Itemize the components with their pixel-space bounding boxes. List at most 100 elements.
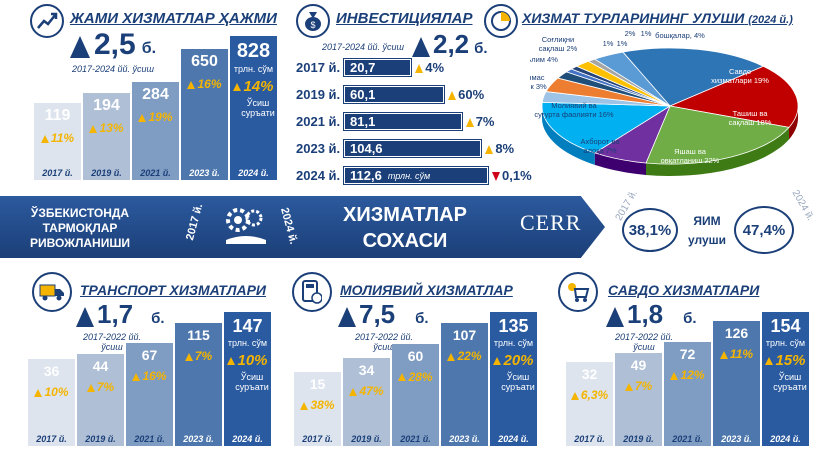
bar-value: 32 bbox=[581, 366, 598, 383]
bar-value: 107 bbox=[452, 326, 477, 343]
bar-unit: трлн. сўм bbox=[233, 64, 274, 74]
chart-growth-icon bbox=[30, 4, 64, 38]
bar-value: 650 bbox=[191, 53, 218, 71]
growth-label: Ўсиш суръати bbox=[241, 98, 275, 118]
bar-value: 194 bbox=[93, 96, 120, 114]
bar-transport-3: 115 7% 2023 й. bbox=[175, 323, 222, 446]
pie-slice bbox=[668, 65, 799, 128]
bar-year: 2023 й. bbox=[183, 434, 214, 444]
bar-growth: 19% bbox=[132, 110, 179, 124]
bar-year: 2024 й. bbox=[770, 434, 801, 444]
bar-value: 284 bbox=[142, 86, 169, 104]
bar-finance-0: 15 38% 2017 й. bbox=[294, 372, 341, 446]
growth-arrow-icon bbox=[34, 388, 43, 397]
bar-value: 115 bbox=[187, 327, 210, 344]
money-bag-icon: $ bbox=[296, 4, 330, 38]
invest-year: 2019 й. bbox=[296, 87, 341, 102]
growth-arrow-icon bbox=[765, 357, 774, 366]
invest-year: 2017 й. bbox=[296, 60, 341, 75]
invest-row: 2024 й. 112,6 трлн. сўм 0,1% bbox=[296, 166, 532, 185]
bar-value: 154 bbox=[770, 316, 801, 336]
growth-arrow-icon bbox=[624, 382, 633, 391]
bar-trade-1: 49 7% 2019 й. bbox=[615, 352, 662, 446]
bar-value: 15 bbox=[309, 376, 326, 393]
cart-icon bbox=[558, 272, 598, 312]
invest-row: 2017 й. 20,7 4% bbox=[296, 58, 444, 77]
bar-growth: 47% bbox=[343, 384, 390, 398]
pie-slice bbox=[541, 101, 672, 154]
pie-icon bbox=[484, 4, 518, 38]
bar-growth: 22% bbox=[441, 349, 488, 363]
bar-unit: трлн. сўм bbox=[493, 338, 534, 348]
arrow-up-icon bbox=[412, 37, 430, 57]
growth-arrow-icon bbox=[719, 351, 728, 360]
bar-year: 2023 й. bbox=[189, 168, 220, 178]
growth-arrow-icon bbox=[89, 124, 98, 133]
pie-label: 2% bbox=[625, 29, 636, 38]
transport-period: 2017-2022 йй. ўсиш bbox=[82, 332, 142, 352]
bar-year: 2017 й. bbox=[574, 434, 605, 444]
bar-value: 49 bbox=[630, 356, 647, 373]
bar-growth: 11% bbox=[34, 131, 81, 145]
growth-arrow-icon bbox=[493, 357, 502, 366]
bar-total-4: 828 трлн. сўм 14% Ўсиш суръати 2024 й. bbox=[230, 36, 277, 180]
arrow-up-icon bbox=[76, 307, 94, 327]
banner-center-2: СОХАСИ bbox=[362, 230, 448, 252]
trade-title: САВДО ХИЗМАТЛАРИ bbox=[608, 282, 760, 298]
invest-bar: 104,6 bbox=[344, 140, 482, 157]
pie-label: Соғлиқни сақлаш 2% bbox=[539, 35, 578, 53]
growth-label: Ўсиш суръати bbox=[235, 372, 269, 392]
gdp-label-2: улуши bbox=[687, 233, 727, 247]
finance-title: МОЛИЯВИЙ ХИЗМАТЛАР bbox=[340, 282, 513, 298]
growth-arrow-icon bbox=[86, 384, 95, 393]
bar-transport-1: 44 7% 2019 й. bbox=[77, 354, 124, 446]
arrow-down-icon bbox=[492, 172, 500, 182]
arrow-up-icon bbox=[338, 307, 356, 327]
finance-period: 2017-2022 йй. ўсиш bbox=[354, 332, 414, 352]
bar-growth: 10% bbox=[224, 352, 271, 369]
bar-transport-4: 147 трлн. сўм 10% Ўсиш суръати 2024 й. bbox=[224, 312, 271, 446]
bar-total-0: 119 11% 2017 й. bbox=[34, 103, 81, 180]
growth-arrow-icon bbox=[40, 135, 49, 144]
arrow-up-icon bbox=[485, 145, 494, 155]
bar-year: 2017 й. bbox=[36, 434, 67, 444]
transport-title: ТРАНСПОРТ ХИЗМАТЛАРИ bbox=[80, 282, 266, 298]
pie-slice bbox=[593, 51, 671, 107]
invest-title: ИНВЕСТИЦИЯЛАР bbox=[336, 10, 473, 27]
pie-slice bbox=[622, 47, 765, 107]
growth-arrow-icon bbox=[233, 83, 242, 92]
bar-year: 2019 й. bbox=[91, 168, 122, 178]
bar-year: 2019 й. bbox=[623, 434, 654, 444]
bar-growth: 12% bbox=[664, 368, 711, 382]
invest-row: 2023 й. 104,6 8% bbox=[296, 139, 514, 158]
pie-label: Ташиш ва сақлаш 18% bbox=[729, 109, 772, 127]
bar-value: 36 bbox=[43, 362, 60, 379]
invest-bar: 81,1 bbox=[344, 113, 462, 130]
bar-transport-2: 67 16% 2021 й. bbox=[126, 342, 173, 446]
pie-chart: Савдо хизматлари 19% Ташиш ва сақлаш 18% Яша… bbox=[530, 29, 799, 177]
bar-growth: 6,3% bbox=[566, 388, 613, 402]
bar-year: 2023 й. bbox=[449, 434, 480, 444]
arrow-up-icon bbox=[70, 36, 90, 58]
bar-value: 119 bbox=[44, 107, 71, 125]
bar-value: 147 bbox=[232, 316, 263, 336]
bar-growth: 10% bbox=[28, 385, 75, 399]
growth-arrow-icon bbox=[184, 353, 193, 362]
growth-arrow-icon bbox=[138, 114, 147, 123]
bar-growth: 20% bbox=[490, 352, 537, 369]
growth-label: Ўсиш суръати bbox=[773, 372, 807, 392]
bar-value: 828 bbox=[236, 40, 271, 62]
pie-label: Таълим 4% bbox=[530, 55, 558, 64]
bar-growth: 28% bbox=[392, 370, 439, 384]
trade-chart: 32 6,3% 2017 й. 49 7% 2019 й. 72 12% 2021 й. 126 1… bbox=[566, 312, 816, 446]
bar-value: 135 bbox=[498, 316, 529, 336]
invest-growth: 4% bbox=[415, 60, 444, 75]
invest-bar: 60,1 bbox=[344, 86, 445, 103]
gdp-circle-2017: 38,1% bbox=[622, 208, 678, 252]
pie-wall bbox=[789, 106, 798, 140]
pie-wall bbox=[594, 152, 647, 175]
cerr-logo: CERR bbox=[520, 210, 582, 235]
bar-year: 2017 й. bbox=[42, 168, 73, 178]
finance-chart: 15 38% 2017 й. 34 47% 2019 й. 60 28% 2021 й. 107 2… bbox=[294, 312, 544, 446]
bar-finance-4: 135 трлн. сўм 20% Ўсиш суръати 2024 й. bbox=[490, 312, 537, 446]
